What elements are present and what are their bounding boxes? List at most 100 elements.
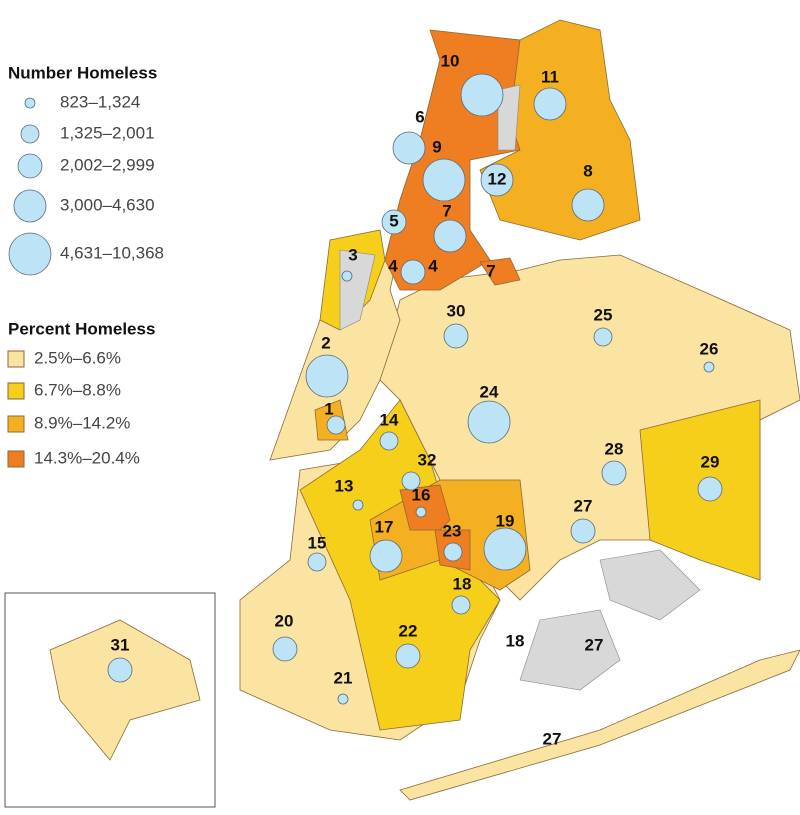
district-label: 13: [335, 476, 354, 495]
legend-swatch: [7, 450, 25, 468]
district-label: 22: [399, 621, 418, 640]
legend-title: Number Homeless: [8, 63, 157, 82]
homeless-circle: [272, 636, 298, 662]
map-shapes: [4, 19, 800, 808]
district-label: 15: [308, 533, 327, 552]
homeless-circle: [460, 73, 504, 117]
district-label: 14: [380, 410, 399, 429]
district-label: 23: [443, 521, 462, 540]
park: [497, 84, 521, 151]
homeless-circle: [533, 87, 567, 121]
legend-swatch: [7, 415, 25, 433]
legend-label: 8.9%–14.2%: [34, 413, 130, 432]
rockaway: [399, 649, 800, 801]
homeless-circle: [415, 506, 427, 518]
homeless-circle: [593, 327, 613, 347]
district-label: 18: [453, 574, 472, 593]
legend-circle: [8, 232, 52, 276]
district-label: 19: [496, 511, 515, 530]
district-label: 1: [324, 399, 333, 418]
district-label: 32: [418, 450, 437, 469]
district-label: 29: [701, 452, 720, 471]
legend-label: 1,325–2,001: [60, 123, 155, 142]
park: [599, 549, 701, 621]
district-label: 16: [412, 485, 431, 504]
homeless-circle: [395, 643, 421, 669]
district-label: 28: [605, 439, 624, 458]
homeless-circle: [703, 361, 715, 373]
homeless-circle: [369, 539, 403, 573]
bronx-east: [479, 19, 641, 241]
park: [519, 609, 621, 691]
district-label: 3: [348, 245, 357, 264]
district-label: 25: [594, 305, 613, 324]
district-label: 27: [574, 496, 593, 515]
homeless-circle: [381, 209, 407, 235]
district-label: 6: [415, 107, 424, 126]
district-label: 7: [442, 201, 451, 220]
legend-circle: [13, 189, 47, 223]
homeless-circle: [443, 323, 469, 349]
homeless-circle: [305, 354, 349, 398]
park: [339, 249, 376, 331]
homeless-circle: [483, 527, 527, 571]
district-label: 12: [488, 169, 507, 188]
district-label: 17: [375, 517, 394, 536]
district-label: 2: [321, 333, 330, 352]
district-label: 5: [389, 211, 398, 230]
homeless-circle: [570, 518, 596, 544]
legend-circle: [17, 153, 43, 179]
district-label: 30: [447, 301, 466, 320]
homeless-circle: [352, 499, 364, 511]
district-area: [399, 484, 451, 531]
homeless-circle: [480, 163, 514, 197]
legend-label: 2,002–2,999: [60, 155, 155, 174]
legend-swatch: [7, 350, 25, 368]
legend-swatch: [7, 382, 25, 400]
district-label: 18: [506, 631, 525, 650]
homeless-circle: [379, 431, 399, 451]
legend-label: 823–1,324: [60, 92, 140, 111]
legend-label: 4,631–10,368: [60, 243, 164, 262]
district-label: 8: [583, 161, 592, 180]
homeless-circle: [107, 657, 133, 683]
legend-label: 6.7%–8.8%: [34, 380, 121, 399]
homeless-circle: [601, 460, 627, 486]
district-label: 24: [480, 382, 499, 401]
legend-circle: [24, 97, 36, 109]
homeless-circle: [400, 259, 426, 285]
district-label: 27: [543, 729, 562, 748]
district-label: 11: [541, 67, 559, 86]
homeless-circle: [443, 542, 463, 562]
district-label: 4: [428, 256, 438, 275]
legend-label: 3,000–4,630: [60, 195, 155, 214]
district-label: 31: [111, 635, 130, 654]
homeless-circle: [307, 552, 327, 572]
homeless-circle: [433, 219, 467, 253]
legend-label: 2.5%–6.6%: [34, 348, 121, 367]
homeless-circle: [337, 693, 349, 705]
legend-circle: [20, 124, 40, 144]
district-area: [479, 257, 521, 286]
district-label: 7: [486, 261, 495, 280]
district-label: 27: [585, 635, 604, 654]
homeless-circle: [571, 188, 605, 222]
district-label: 9: [432, 137, 441, 156]
legend-label: 14.3%–20.4%: [34, 448, 140, 467]
homeless-circle: [401, 471, 421, 491]
district-label: 20: [275, 611, 294, 630]
district-label: 10: [441, 51, 460, 70]
homeless-circle: [392, 131, 426, 165]
homeless-circle: [422, 158, 466, 202]
staten-island: [49, 619, 201, 761]
homeless-circle: [326, 415, 346, 435]
homeless-circle: [467, 400, 511, 444]
homeless-circle: [697, 476, 723, 502]
district-label: 4: [388, 256, 398, 275]
district-label: 21: [334, 668, 353, 687]
homeless-circle: [451, 595, 471, 615]
legend-title: Percent Homeless: [8, 319, 155, 338]
district-label: 26: [700, 339, 719, 358]
inset-frame: [4, 592, 216, 808]
